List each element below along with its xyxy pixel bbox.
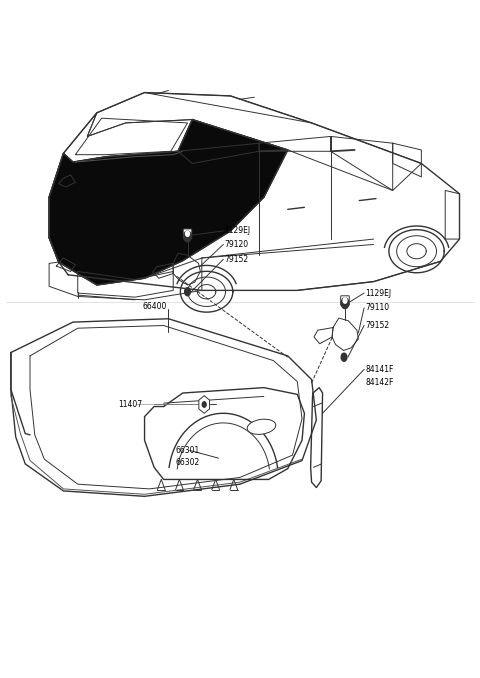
Text: 66400: 66400 <box>142 302 167 311</box>
Text: 79110: 79110 <box>365 304 389 313</box>
Text: 79120: 79120 <box>224 240 248 249</box>
Text: 84142F: 84142F <box>365 378 394 386</box>
Text: 79152: 79152 <box>224 255 248 264</box>
Circle shape <box>186 231 190 237</box>
Polygon shape <box>49 119 288 285</box>
Text: 1129EJ: 1129EJ <box>224 226 251 235</box>
Text: 66302: 66302 <box>175 458 200 467</box>
Circle shape <box>341 298 349 308</box>
Text: 84141F: 84141F <box>365 365 394 374</box>
Circle shape <box>185 287 191 296</box>
Circle shape <box>343 298 347 303</box>
Text: 11407: 11407 <box>118 400 143 409</box>
Text: 1129EJ: 1129EJ <box>365 289 391 298</box>
Circle shape <box>341 353 347 361</box>
Text: 66301: 66301 <box>175 446 200 455</box>
Ellipse shape <box>247 419 276 435</box>
Text: 79152: 79152 <box>365 321 389 330</box>
FancyBboxPatch shape <box>341 296 349 305</box>
FancyBboxPatch shape <box>183 229 192 239</box>
Circle shape <box>202 402 206 407</box>
Circle shape <box>184 231 192 242</box>
